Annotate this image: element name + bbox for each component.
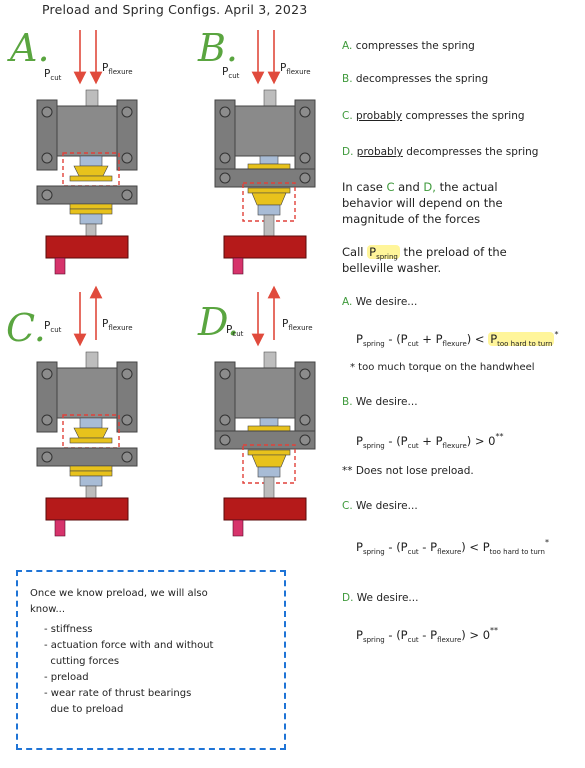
pflexure-label-d: Pflexure: [282, 318, 313, 332]
desire-a-head: A. We desire...: [342, 296, 418, 308]
call-line1: Call Pspring the preload of the: [342, 245, 507, 261]
label-c: C.: [6, 306, 46, 350]
diagram-d: [214, 285, 316, 537]
pflexure-label-b: Pflexure: [280, 62, 311, 76]
note-a: A. compresses the spring: [342, 40, 475, 52]
box-item: - actuation force with and without: [44, 640, 214, 651]
desire-b-note: ** Does not lose preload.: [342, 465, 474, 477]
pflexure-label-c: Pflexure: [102, 318, 133, 332]
box-item: - wear rate of thrust bearings: [44, 688, 192, 699]
desire-d-head: D. We desire...: [342, 592, 419, 604]
red-block-a: [45, 235, 129, 259]
desire-d-eq: Pspring - (Pcut - Pflexure) > 0**: [356, 626, 499, 644]
case-line3: magnitude of the forces: [342, 212, 481, 226]
pcut-label-a: Pcut: [44, 68, 62, 82]
desire-a-eq: Pspring - (Pcut + Pflexure) < Ptoo hard …: [356, 330, 559, 348]
case-line2: behavior will depend on the: [342, 196, 503, 210]
preload-info-box: Once we know preload, we will also know.…: [16, 570, 286, 750]
pcut-label-c: Pcut: [44, 320, 62, 334]
box-item: - preload: [44, 672, 89, 683]
top-block-a: [56, 105, 118, 157]
note-d: D. probably decompresses the spring: [342, 146, 539, 158]
label-d: D.: [198, 300, 240, 344]
shaft-top-a: [85, 89, 99, 107]
dashed-box-a: [62, 152, 120, 187]
case-line1: In case C and D, the actual: [342, 180, 498, 194]
page-title: Preload and Spring Configs. April 3, 202…: [42, 2, 308, 17]
pflexure-label-a: Pflexure: [102, 62, 133, 76]
box-line1: Once we know preload, we will also: [30, 588, 208, 599]
call-line2: belleville washer.: [342, 261, 442, 275]
desire-a-note: * too much torque on the handwheel: [350, 362, 535, 373]
diagrams-svg: [36, 30, 316, 537]
diagram-a: [36, 30, 138, 275]
note-c: C. probably compresses the spring: [342, 110, 525, 122]
label-b: B.: [198, 26, 239, 70]
note-b: B. decompresses the spring: [342, 73, 489, 85]
diagram-c: [36, 285, 138, 537]
desire-b-head: B. We desire...: [342, 396, 418, 408]
label-a: A.: [10, 26, 50, 70]
pcut-label-b: Pcut: [222, 66, 240, 80]
pcut-label-d: Pcut: [226, 324, 244, 338]
desire-c-eq: Pspring - (Pcut - Pflexure) < Ptoo hard …: [356, 538, 549, 556]
diagram-b: [214, 30, 316, 275]
box-line2: know...: [30, 604, 66, 615]
box-item: - stiffness: [44, 624, 93, 635]
box-item: due to preload: [44, 704, 124, 715]
desire-b-eq: Pspring - (Pcut + Pflexure) > 0**: [356, 432, 504, 450]
box-item: cutting forces: [44, 656, 120, 667]
desire-c-head: C. We desire...: [342, 500, 418, 512]
